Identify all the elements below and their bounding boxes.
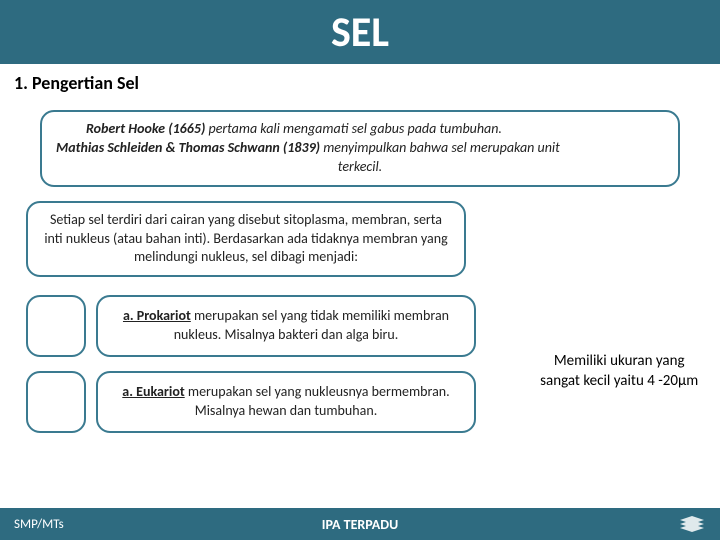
sitoplasma-box: Setiap sel terdiri dari cairan yang dise… [26,201,466,278]
size-note: Memiliki ukuran yang sangat kecil yaitu … [532,351,700,392]
eukariot-row: a. Eukariot merupakan sel yang nukleusny… [20,371,532,433]
eukariot-handle [26,371,86,433]
book-icon [678,514,706,534]
prokariot-handle [26,295,86,357]
schleiden-text: menyimpulkan bahwa sel merupakan unit [320,139,560,156]
page-title: SEL [331,7,389,58]
hooke-text: pertama kali mengamati sel gabus pada tu… [205,120,502,137]
schleiden-name: Mathias Schleiden & Thomas Schwann (1839… [56,139,320,156]
footer-center: IPA TERPADU [322,516,398,533]
prokariot-label: a. Prokariot [123,307,191,324]
footer-bar: SMP/MTs IPA TERPADU [0,508,720,540]
items-column: a. Prokariot merupakan sel yang tidak me… [20,295,532,447]
lower-row: a. Prokariot merupakan sel yang tidak me… [20,295,700,447]
history-box: Robert Hooke (1665) pertama kali mengama… [40,110,680,187]
footer-left: SMP/MTs [14,517,64,532]
eukariot-box: a. Eukariot merupakan sel yang nukleusny… [96,371,476,433]
prokariot-box: a. Prokariot merupakan sel yang tidak me… [96,295,476,357]
prokariot-text: merupakan sel yang tidak memiliki membra… [174,307,449,343]
history-line3: terkecil. [56,158,664,177]
eukariot-label: a. Eukariot [122,383,184,400]
section-heading: 1. Pengertian Sel [0,64,720,102]
prokariot-row: a. Prokariot merupakan sel yang tidak me… [20,295,532,357]
hooke-name: Robert Hooke (1665) [86,120,205,137]
title-bar: SEL [0,0,720,64]
eukariot-text: merupakan sel yang nukleusnya bermembran… [185,383,450,419]
content-area: Robert Hooke (1665) pertama kali mengama… [0,102,720,447]
